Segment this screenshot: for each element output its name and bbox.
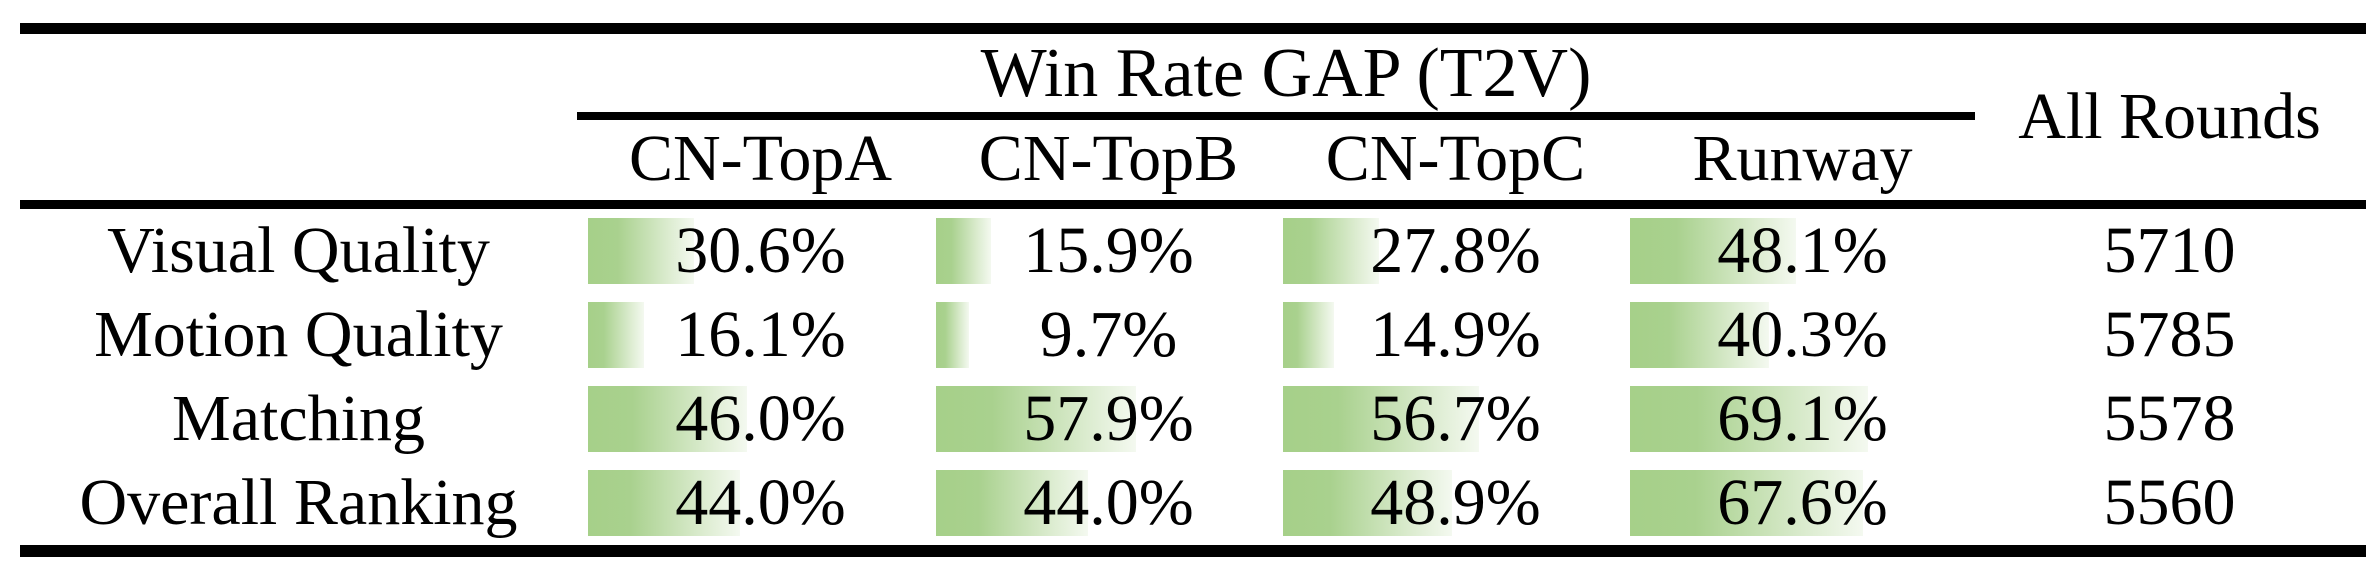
table-row: Matching 46.0% 57.9% 56.7% 69.1% 5578	[0, 377, 2376, 461]
win-rate-cell: 27.8%	[1283, 209, 1628, 293]
all-rounds-value: 5710	[2103, 214, 2236, 287]
win-rate-value: 16.1%	[675, 298, 846, 371]
win-rate-value: 48.1%	[1717, 214, 1888, 287]
win-rate-value: 9.7%	[1039, 298, 1178, 371]
win-rate-cell: 40.3%	[1630, 293, 1975, 377]
row-label: Visual Quality	[107, 214, 490, 287]
all-rounds-value: 5785	[2103, 298, 2236, 371]
win-rate-cell: 57.9%	[936, 377, 1281, 461]
win-rate-value: 40.3%	[1717, 298, 1888, 371]
win-rate-bar	[1283, 386, 1479, 452]
win-rate-cell: 67.6%	[1630, 461, 1975, 545]
win-rate-value: 48.9%	[1370, 466, 1541, 539]
win-rate-bar	[1630, 470, 1863, 536]
win-rate-bar	[588, 302, 644, 368]
table-row: Visual Quality 30.6% 15.9% 27.8% 48.1% 5710	[0, 209, 2376, 293]
win-rate-cell: 56.7%	[1283, 377, 1628, 461]
column-header-runway: Runway	[1692, 122, 1913, 195]
column-header-cn-topc: CN-TopC	[1325, 122, 1586, 195]
win-rate-value: 15.9%	[1023, 214, 1194, 287]
title-underline-rule	[577, 112, 1975, 120]
win-rate-bar	[936, 302, 969, 368]
header-body-separator-rule	[20, 200, 2366, 209]
win-rate-value: 44.0%	[1023, 466, 1194, 539]
row-label: Motion Quality	[94, 298, 503, 371]
win-rate-cell: 46.0%	[588, 377, 933, 461]
table-row: Overall Ranking 44.0% 44.0% 48.9% 67.6% 5560	[0, 461, 2376, 545]
table-top-rule	[20, 23, 2366, 34]
win-rate-bar	[936, 386, 1136, 452]
win-rate-value: 69.1%	[1717, 382, 1888, 455]
win-rate-value: 57.9%	[1023, 382, 1194, 455]
win-rate-cell: 48.9%	[1283, 461, 1628, 545]
win-rate-value: 46.0%	[675, 382, 846, 455]
win-rate-value: 44.0%	[675, 466, 846, 539]
win-rate-cell: 44.0%	[588, 461, 933, 545]
win-rate-bar	[1630, 218, 1796, 284]
win-rate-cell: 14.9%	[1283, 293, 1628, 377]
win-rate-cell: 44.0%	[936, 461, 1281, 545]
win-rate-bar	[1283, 470, 1452, 536]
all-rounds-value: 5560	[2103, 466, 2236, 539]
win-rate-value: 30.6%	[675, 214, 846, 287]
column-header-cn-topa: CN-TopA	[628, 122, 893, 195]
win-rate-bar	[1283, 302, 1334, 368]
win-rate-bar	[936, 218, 991, 284]
win-rate-bar	[936, 470, 1088, 536]
table-row: Motion Quality 16.1% 9.7% 14.9% 40.3% 5785	[0, 293, 2376, 377]
win-rate-bar	[588, 386, 747, 452]
win-rate-cell: 16.1%	[588, 293, 933, 377]
win-rate-bar	[1630, 302, 1769, 368]
row-label: Matching	[172, 382, 425, 455]
win-rate-value: 56.7%	[1370, 382, 1541, 455]
win-rate-bar	[588, 470, 740, 536]
win-rate-cell: 30.6%	[588, 209, 933, 293]
win-rate-bar	[588, 218, 694, 284]
win-rate-bar	[1283, 218, 1379, 284]
win-rate-cell: 69.1%	[1630, 377, 1975, 461]
all-rounds-value: 5578	[2103, 382, 2236, 455]
win-rate-bar	[1630, 386, 1868, 452]
win-rate-value: 27.8%	[1370, 214, 1541, 287]
win-rate-cell: 48.1%	[1630, 209, 1975, 293]
table-title: Win Rate GAP (T2V)	[980, 35, 1592, 112]
all-rounds-column-header: All Rounds	[2018, 80, 2321, 153]
table-bottom-rule	[20, 545, 2366, 557]
win-rate-value: 67.6%	[1717, 466, 1888, 539]
win-rate-cell: 9.7%	[936, 293, 1281, 377]
win-rate-value: 14.9%	[1370, 298, 1541, 371]
win-rate-cell: 15.9%	[936, 209, 1281, 293]
row-label: Overall Ranking	[79, 466, 518, 539]
column-header-cn-topb: CN-TopB	[978, 122, 1239, 195]
